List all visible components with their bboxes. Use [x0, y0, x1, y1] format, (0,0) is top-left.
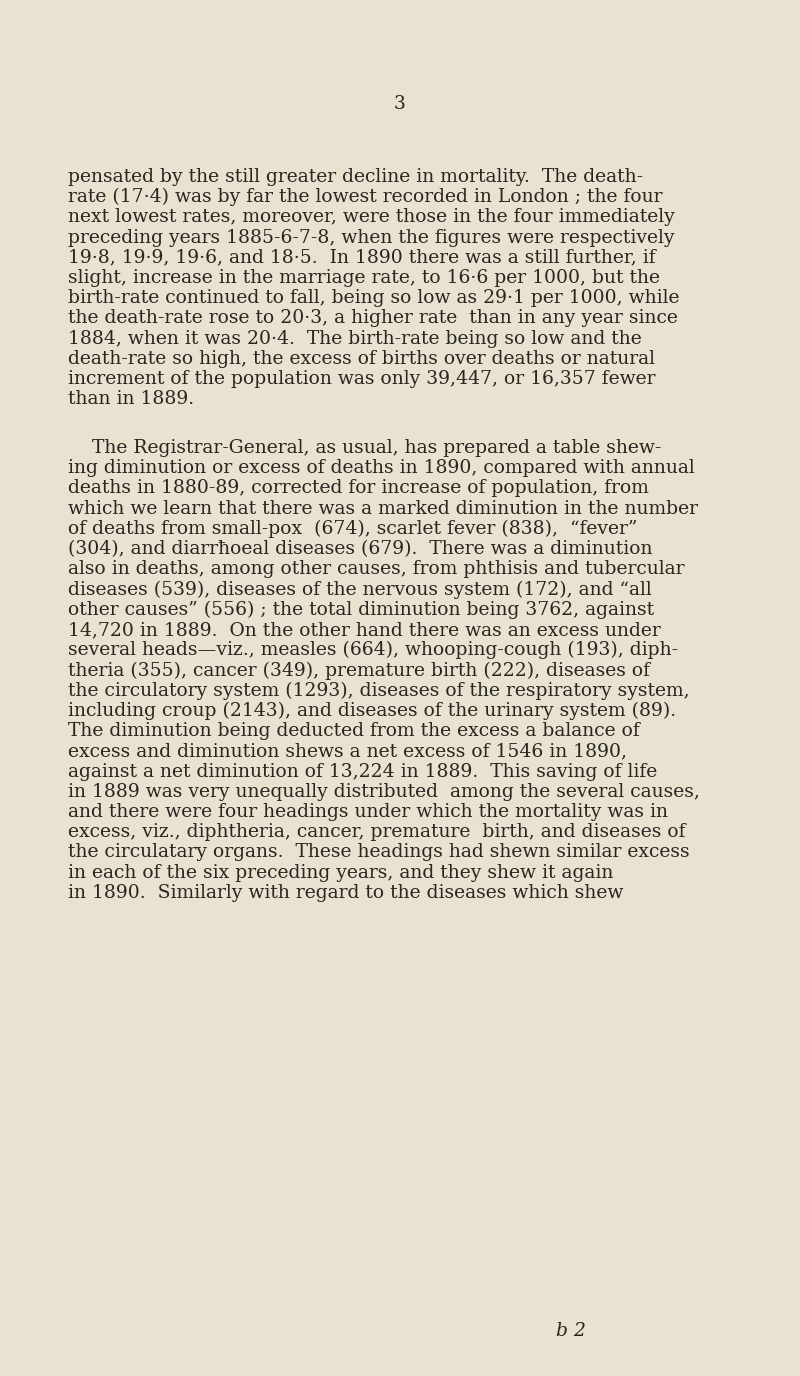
- Text: slight, increase in the marriage rate, to 16·6 per 1000, but the: slight, increase in the marriage rate, t…: [68, 270, 660, 288]
- Text: of deaths from small-pox  (674), scarlet fever (838),  “fever”: of deaths from small-pox (674), scarlet …: [68, 520, 638, 538]
- Text: 1884, when it was 20·4.  The birth-rate being so low and the: 1884, when it was 20·4. The birth-rate b…: [68, 330, 642, 348]
- Text: in 1890.  Similarly with regard to the diseases which shew: in 1890. Similarly with regard to the di…: [68, 883, 623, 901]
- Text: 3: 3: [394, 95, 406, 113]
- Text: excess, viz., diphtheria, cancer, premature  birth, and diseases of: excess, viz., diphtheria, cancer, premat…: [68, 823, 686, 841]
- Text: ing diminution or excess of deaths in 1890, compared with annual: ing diminution or excess of deaths in 18…: [68, 460, 694, 477]
- Text: the circulatary organs.  These headings had shewn similar excess: the circulatary organs. These headings h…: [68, 843, 690, 861]
- Text: against a net diminution of 13,224 in 1889.  This saving of life: against a net diminution of 13,224 in 18…: [68, 762, 658, 780]
- Text: several heads—viz., measles (664), whooping-cough (193), diph-: several heads—viz., measles (664), whoop…: [68, 641, 678, 659]
- Text: 14,720 in 1889.  On the other hand there was an excess under: 14,720 in 1889. On the other hand there …: [68, 621, 661, 638]
- Text: (304), and diarrħoeal diseases (679).  There was a diminution: (304), and diarrħoeal diseases (679). Th…: [68, 539, 653, 559]
- Text: the circulatory system (1293), diseases of the respiratory system,: the circulatory system (1293), diseases …: [68, 681, 690, 700]
- Text: which we learn that there was a marked diminution in the number: which we learn that there was a marked d…: [68, 499, 698, 517]
- Text: birth-rate continued to fall, being so low as 29·1 per 1000, while: birth-rate continued to fall, being so l…: [68, 289, 679, 307]
- Text: theria (355), cancer (349), premature birth (222), diseases of: theria (355), cancer (349), premature bi…: [68, 662, 650, 680]
- Text: The diminution being deducted from the excess a balance of: The diminution being deducted from the e…: [68, 722, 640, 740]
- Text: excess and diminution shews a net excess of 1546 in 1890,: excess and diminution shews a net excess…: [68, 742, 627, 761]
- Text: next lowest rates, moreover, were those in the four immediately: next lowest rates, moreover, were those …: [68, 208, 674, 226]
- Text: 19·8, 19·9, 19·6, and 18·5.  In 1890 there was a still further, if: 19·8, 19·9, 19·6, and 18·5. In 1890 ther…: [68, 249, 656, 267]
- Text: the death-rate rose to 20·3, a higher rate  than in any year since: the death-rate rose to 20·3, a higher ra…: [68, 310, 678, 327]
- Text: diseases (539), diseases of the nervous system (172), and “all: diseases (539), diseases of the nervous …: [68, 581, 652, 599]
- Text: rate (17·4) was by far the lowest recorded in London ; the four: rate (17·4) was by far the lowest record…: [68, 189, 662, 206]
- Text: also in deaths, among other causes, from phthisis and tubercular: also in deaths, among other causes, from…: [68, 560, 685, 578]
- Text: including croup (2143), and diseases of the urinary system (89).: including croup (2143), and diseases of …: [68, 702, 676, 720]
- Text: in each of the six preceding years, and they shew it again: in each of the six preceding years, and …: [68, 864, 614, 882]
- Text: The Registrar-General, as usual, has prepared a table shew-: The Registrar-General, as usual, has pre…: [68, 439, 662, 457]
- Text: than in 1889.: than in 1889.: [68, 391, 194, 409]
- Text: b 2: b 2: [556, 1322, 586, 1340]
- Text: in 1889 was very unequally distributed  among the several causes,: in 1889 was very unequally distributed a…: [68, 783, 700, 801]
- Text: preceding years 1885-6-7-8, when the figures were respectively: preceding years 1885-6-7-8, when the fig…: [68, 228, 674, 246]
- Text: increment of the population was only 39,447, or 16,357 fewer: increment of the population was only 39,…: [68, 370, 655, 388]
- Text: other causes” (556) ; the total diminution being 3762, against: other causes” (556) ; the total diminuti…: [68, 601, 654, 619]
- Text: death-rate so high, the excess of births over deaths or natural: death-rate so high, the excess of births…: [68, 350, 655, 367]
- Text: pensated by the still greater decline in mortality.  The death-: pensated by the still greater decline in…: [68, 168, 643, 186]
- Text: and there were four headings under which the mortality was in: and there were four headings under which…: [68, 804, 668, 821]
- Text: deaths in 1880-89, corrected for increase of population, from: deaths in 1880-89, corrected for increas…: [68, 479, 649, 497]
